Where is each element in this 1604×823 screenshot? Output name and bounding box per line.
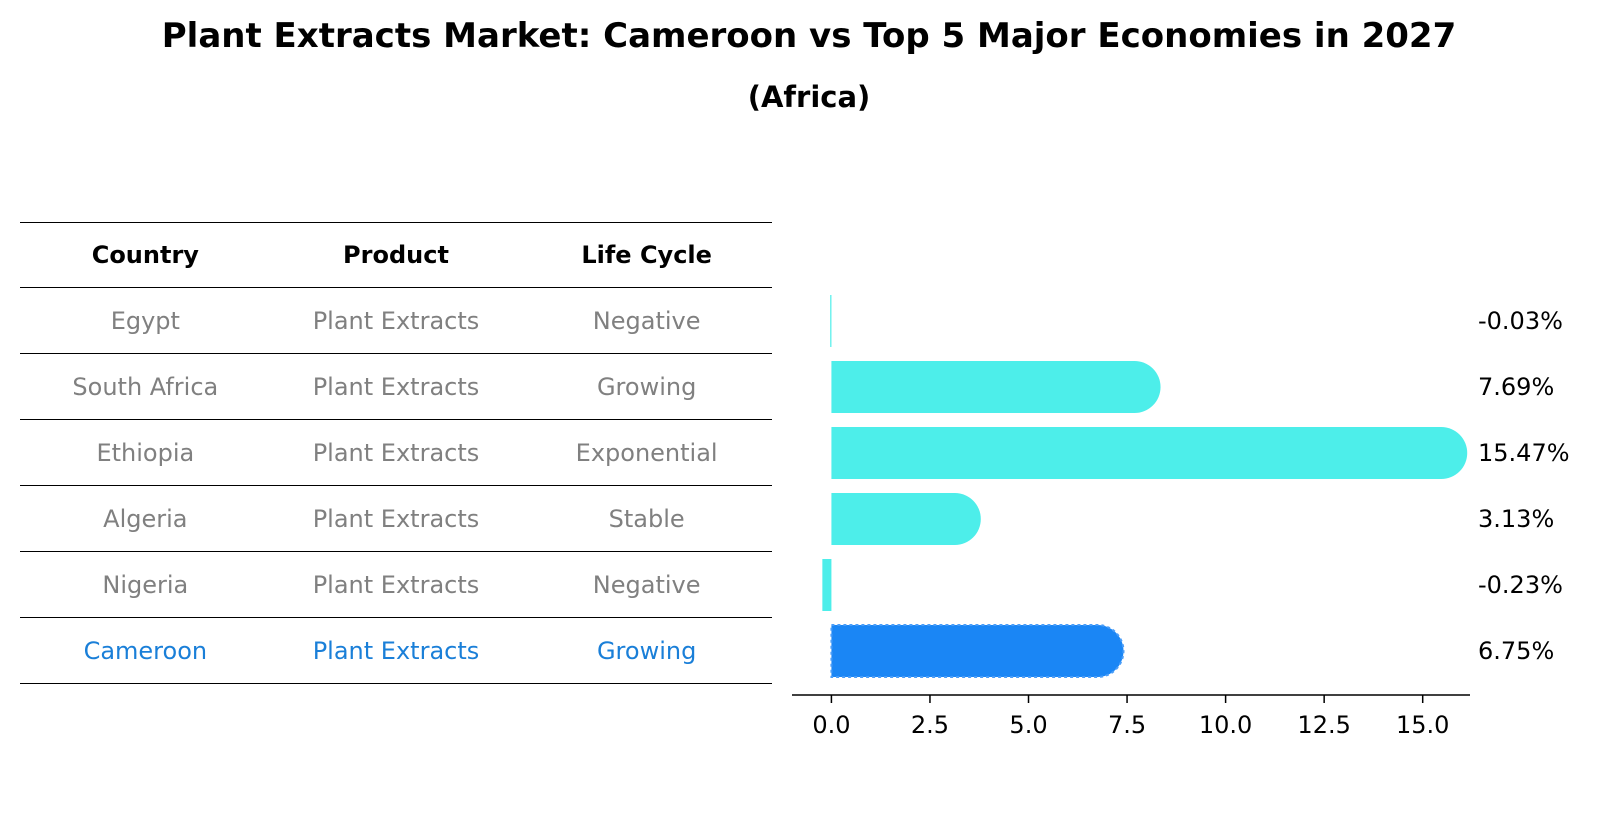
life-cycle-cell: Negative: [592, 306, 701, 335]
chart-subtitle: (Africa): [747, 80, 871, 114]
table-row-highlighted: Cameroon Plant Extracts Growing: [20, 618, 772, 684]
value-label: 3.13%: [1478, 505, 1554, 533]
product-cell: Plant Extracts: [312, 504, 480, 533]
table-row: South Africa Plant Extracts Growing: [20, 354, 772, 420]
country-cell: South Africa: [72, 372, 219, 401]
life-cycle-cell: Growing: [596, 636, 697, 665]
table-header-row: Country Product Life Cycle: [20, 222, 772, 288]
comparison-table: Country Product Life Cycle Egypt Plant E…: [20, 222, 772, 684]
product-cell: Plant Extracts: [312, 372, 480, 401]
x-tick-label: 12.5: [1297, 711, 1350, 739]
product-cell: Plant Extracts: [312, 636, 480, 665]
x-tick-label: 7.5: [1108, 711, 1146, 739]
bar-nigeria: [822, 559, 832, 611]
table-row: Nigeria Plant Extracts Negative: [20, 552, 772, 618]
life-cycle-cell: Exponential: [575, 438, 718, 467]
value-label: 7.69%: [1478, 373, 1554, 401]
life-cycle-cell: Negative: [592, 570, 701, 599]
life-cycle-cell: Growing: [596, 372, 697, 401]
bar-ethiopia: [831, 427, 1468, 479]
country-cell: Egypt: [110, 306, 180, 335]
header-country: Country: [91, 241, 199, 269]
bar-cameroon: [830, 624, 1125, 678]
bar-egypt: [830, 295, 832, 347]
x-tick-label: 15.0: [1396, 711, 1449, 739]
header-product: Product: [343, 241, 449, 269]
chart-title: Plant Extracts Market: Cameroon vs Top 5…: [161, 16, 1457, 56]
country-cell: Algeria: [103, 504, 188, 533]
x-tick-label: 2.5: [911, 711, 949, 739]
product-cell: Plant Extracts: [312, 438, 480, 467]
table-row: Egypt Plant Extracts Negative: [20, 288, 772, 354]
table-row: Ethiopia Plant Extracts Exponential: [20, 420, 772, 486]
life-cycle-cell: Stable: [608, 504, 685, 533]
bar-south-africa: [831, 361, 1161, 413]
value-label: 6.75%: [1478, 637, 1554, 665]
country-cell: Ethiopia: [96, 438, 195, 467]
value-label: 15.47%: [1478, 439, 1570, 467]
table-row: Algeria Plant Extracts Stable: [20, 486, 772, 552]
x-tick-label: 10.0: [1199, 711, 1252, 739]
value-label: -0.23%: [1478, 571, 1563, 599]
x-tick-label: 5.0: [1009, 711, 1047, 739]
x-tick-label: 0.0: [812, 711, 850, 739]
bar-algeria: [831, 493, 981, 545]
country-cell: Cameroon: [83, 636, 208, 665]
header-life-cycle: Life Cycle: [581, 241, 712, 269]
country-cell: Nigeria: [102, 570, 189, 599]
value-label: -0.03%: [1478, 307, 1563, 335]
product-cell: Plant Extracts: [312, 306, 480, 335]
product-cell: Plant Extracts: [312, 570, 480, 599]
